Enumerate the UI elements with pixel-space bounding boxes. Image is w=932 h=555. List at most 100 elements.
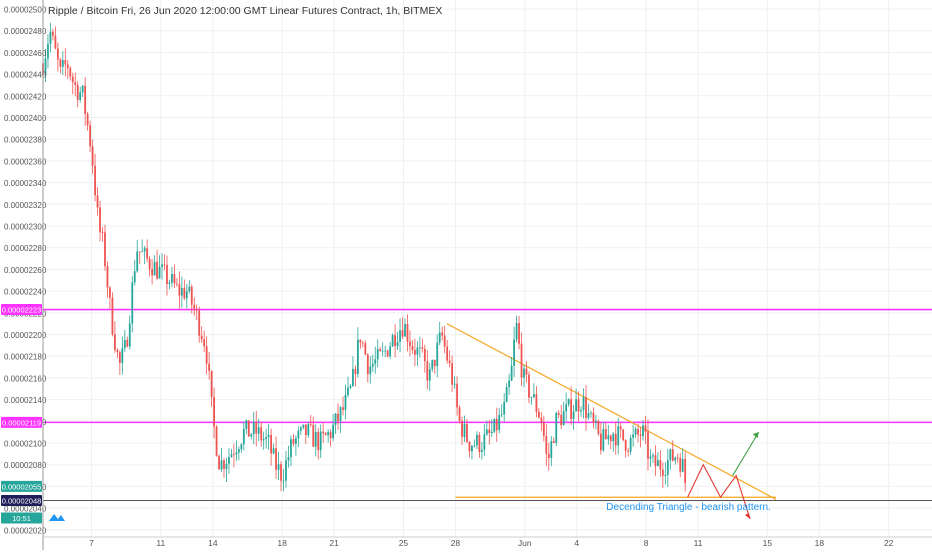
candle-body: [414, 350, 416, 355]
candle-body: [240, 444, 243, 450]
candle-body: [131, 282, 134, 324]
candle-body: [133, 271, 136, 283]
candle-body: [255, 422, 258, 434]
candle-body: [476, 434, 478, 446]
candle-body: [515, 323, 518, 340]
candle-body: [166, 264, 168, 284]
candle-body: [376, 349, 379, 360]
candle-body: [44, 58, 47, 76]
candle-body: [458, 407, 461, 421]
candle-body: [210, 370, 213, 397]
tradingview-logo-icon[interactable]: [48, 511, 66, 523]
candle-body: [676, 457, 679, 459]
candle-body: [123, 339, 126, 349]
candle-body: [562, 411, 565, 426]
candle-body: [262, 438, 265, 441]
candle-body: [257, 427, 260, 434]
candle-body: [518, 323, 520, 344]
candle-body: [265, 437, 268, 439]
candle-body: [302, 424, 305, 428]
candle-body: [384, 350, 387, 352]
candle-body: [374, 359, 377, 364]
candle-body: [570, 399, 573, 420]
candle-body: [158, 266, 161, 279]
candle-body: [121, 348, 124, 363]
candle-body: [607, 435, 610, 440]
x-tick-label: Jun: [518, 538, 532, 548]
candle-body: [508, 380, 511, 388]
candle-body: [386, 350, 389, 357]
candle-body: [666, 460, 669, 475]
candle-body: [627, 450, 630, 452]
candle-body: [151, 269, 153, 276]
x-tick-label: 11: [156, 538, 165, 548]
candle-body: [441, 332, 444, 336]
candle-body: [148, 258, 151, 270]
price-label-layer: 0.00002223 0.00002119 0.00002055 0.00002048…: [1, 304, 42, 524]
candle-body: [128, 323, 131, 347]
candle-body: [215, 426, 218, 456]
candle-body: [669, 449, 672, 461]
price-label-box: [1, 512, 42, 524]
candle-body: [290, 439, 292, 458]
chart-title: Ripple / Bitcoin Fri, 26 Jun 2020 12:00:…: [48, 5, 443, 17]
candle-body: [106, 266, 109, 288]
candle-body: [233, 454, 235, 456]
candle-body: [225, 463, 228, 470]
candle-body: [525, 368, 528, 375]
candle-body: [567, 399, 570, 405]
candle-body: [371, 363, 374, 367]
candle-body: [421, 347, 424, 349]
candle-body: [595, 420, 597, 423]
candle-body: [565, 404, 568, 412]
candle-body: [76, 84, 79, 100]
candle-body: [66, 64, 69, 68]
candle-body: [637, 428, 639, 435]
candle-body: [295, 438, 297, 444]
y-tick-label: 0.00002040: [4, 505, 47, 514]
candle-body: [436, 342, 439, 367]
candle-body: [118, 352, 121, 363]
candle-body: [314, 432, 317, 447]
pattern-annotation: Decending Triangle - bearish pattern.: [606, 502, 771, 513]
candle-body: [245, 420, 248, 429]
candle-body: [163, 264, 166, 266]
overlay-front-layer: Decending Triangle - bearish pattern.: [606, 431, 771, 520]
candle-body: [587, 413, 590, 418]
candle-body: [560, 414, 563, 426]
descending-trend-line: [446, 323, 777, 500]
candle-body: [622, 429, 625, 440]
candle-body: [528, 374, 530, 398]
candle-body: [431, 359, 434, 370]
candle-body: [195, 309, 198, 311]
candle-body: [679, 457, 682, 472]
price-label: 0.00002055: [2, 482, 42, 491]
candle-body: [282, 480, 285, 482]
candle-body: [552, 441, 555, 443]
candle-body: [409, 341, 411, 346]
candle-body: [168, 282, 171, 284]
x-tick-label: 8: [644, 538, 649, 548]
price-label-box: [1, 495, 42, 507]
candle-body: [671, 449, 674, 461]
candle-body: [493, 418, 496, 432]
candle-body: [684, 459, 687, 484]
candle-body: [644, 425, 647, 432]
y-tick-label: 0.00002200: [4, 331, 47, 340]
candle-body: [572, 411, 575, 420]
grid-layer: [43, 0, 932, 537]
candle-body: [349, 386, 352, 388]
candle-body: [530, 397, 533, 398]
candle-body: [461, 420, 463, 437]
candle-body: [237, 449, 240, 453]
candle-body: [173, 274, 176, 284]
candle-body: [391, 335, 394, 347]
candle-body: [81, 85, 84, 93]
candle-body: [557, 412, 560, 415]
candle-body: [366, 354, 369, 375]
candle-body: [213, 396, 215, 427]
candle-body: [540, 417, 543, 423]
candle-body: [639, 434, 642, 436]
